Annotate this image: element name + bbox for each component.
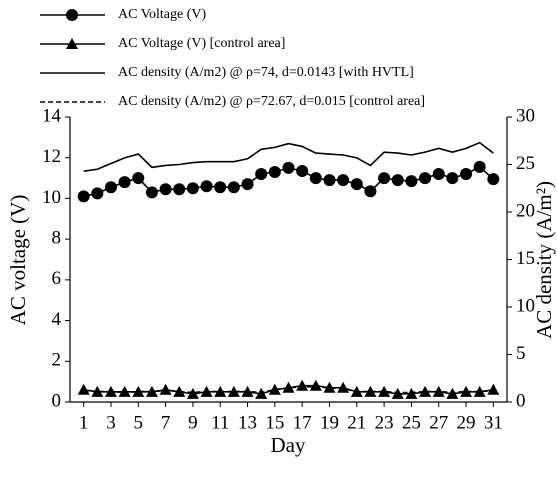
point xyxy=(323,174,336,187)
point xyxy=(419,385,432,397)
x-tick-label: 9 xyxy=(188,412,198,433)
y2-tick-label: 15 xyxy=(516,248,535,269)
point xyxy=(391,387,404,399)
y-tick-label: 10 xyxy=(42,187,61,208)
point xyxy=(227,385,240,397)
y-tick-label: 4 xyxy=(52,309,62,330)
y-tick-label: 2 xyxy=(52,350,62,371)
x-tick-label: 29 xyxy=(457,412,476,433)
x-tick-label: 27 xyxy=(429,412,448,433)
x-tick-label: 11 xyxy=(211,412,229,433)
x-tick-label: 23 xyxy=(375,412,394,433)
point xyxy=(337,381,350,393)
point xyxy=(323,381,336,393)
point xyxy=(446,172,459,185)
legend-label: AC density (A/m2) @ ρ=74, d=0.0143 [with… xyxy=(118,65,414,80)
point xyxy=(268,383,281,395)
y-tick-label: 0 xyxy=(52,390,62,411)
point xyxy=(364,185,377,198)
point xyxy=(309,172,322,185)
point xyxy=(132,172,145,185)
point xyxy=(391,174,404,187)
point xyxy=(118,176,131,189)
y-tick-label: 14 xyxy=(42,105,62,126)
x-tick-label: 7 xyxy=(161,412,171,433)
y2-tick-label: 30 xyxy=(516,105,535,126)
point xyxy=(173,385,186,397)
point xyxy=(268,165,281,178)
point xyxy=(419,172,432,185)
point xyxy=(378,385,391,397)
point xyxy=(296,379,309,391)
point xyxy=(159,383,172,395)
point xyxy=(104,181,117,194)
point xyxy=(255,168,268,180)
point xyxy=(460,385,473,397)
point xyxy=(200,180,213,193)
point xyxy=(405,387,418,399)
point xyxy=(378,172,391,185)
point xyxy=(145,186,158,199)
x-tick-label: 15 xyxy=(265,412,284,433)
y2-tick-label: 10 xyxy=(516,295,535,316)
y2-tick-label: 5 xyxy=(516,343,526,364)
point xyxy=(91,187,104,200)
point xyxy=(350,178,363,191)
x-tick-label: 13 xyxy=(238,412,257,433)
point xyxy=(473,385,486,397)
point xyxy=(91,385,104,397)
x-tick-label: 31 xyxy=(484,412,503,433)
point xyxy=(460,168,473,180)
point xyxy=(173,183,186,196)
x-tick-label: 21 xyxy=(347,412,366,433)
legend-marker xyxy=(66,38,78,49)
legend-label: AC density (A/m2) @ ρ=72.67, d=0.015 [co… xyxy=(118,94,425,109)
point xyxy=(446,387,459,399)
point xyxy=(77,383,90,395)
point xyxy=(405,175,418,188)
point xyxy=(186,182,199,195)
point xyxy=(487,383,500,395)
point xyxy=(282,161,295,174)
point xyxy=(186,387,199,399)
point xyxy=(473,160,486,173)
series-line xyxy=(83,386,494,394)
point xyxy=(118,385,131,397)
point xyxy=(487,173,500,186)
point xyxy=(241,178,254,191)
point xyxy=(296,164,309,177)
series-line xyxy=(83,141,494,172)
x-tick-label: 19 xyxy=(320,412,339,433)
x-axis-title: Day xyxy=(271,433,306,457)
point xyxy=(337,174,350,187)
point xyxy=(159,183,172,196)
y2-tick-label: 25 xyxy=(516,153,535,174)
point xyxy=(364,385,377,397)
point xyxy=(132,385,145,397)
y-axis-title: AC voltage (V) xyxy=(6,195,30,326)
point xyxy=(309,379,322,391)
legend-label: AC Voltage (V) xyxy=(118,7,206,22)
legend-marker xyxy=(66,9,78,21)
x-tick-label: 1 xyxy=(79,412,89,433)
legend-label: AC Voltage (V) [control area] xyxy=(118,36,285,51)
point xyxy=(282,381,295,393)
point xyxy=(255,387,268,399)
y-tick-label: 12 xyxy=(42,146,61,167)
y-tick-label: 6 xyxy=(52,268,62,289)
x-tick-label: 5 xyxy=(134,412,144,433)
point xyxy=(77,190,90,203)
y2-tick-label: 20 xyxy=(516,200,535,221)
point xyxy=(214,181,227,194)
y2-axis-title: AC density (A/m²) xyxy=(532,181,556,339)
x-tick-label: 3 xyxy=(106,412,116,433)
y-tick-label: 8 xyxy=(52,228,62,249)
point xyxy=(227,181,240,194)
x-tick-label: 17 xyxy=(293,412,312,433)
point xyxy=(432,168,445,180)
x-tick-label: 25 xyxy=(402,412,421,433)
y2-tick-label: 0 xyxy=(516,390,526,411)
